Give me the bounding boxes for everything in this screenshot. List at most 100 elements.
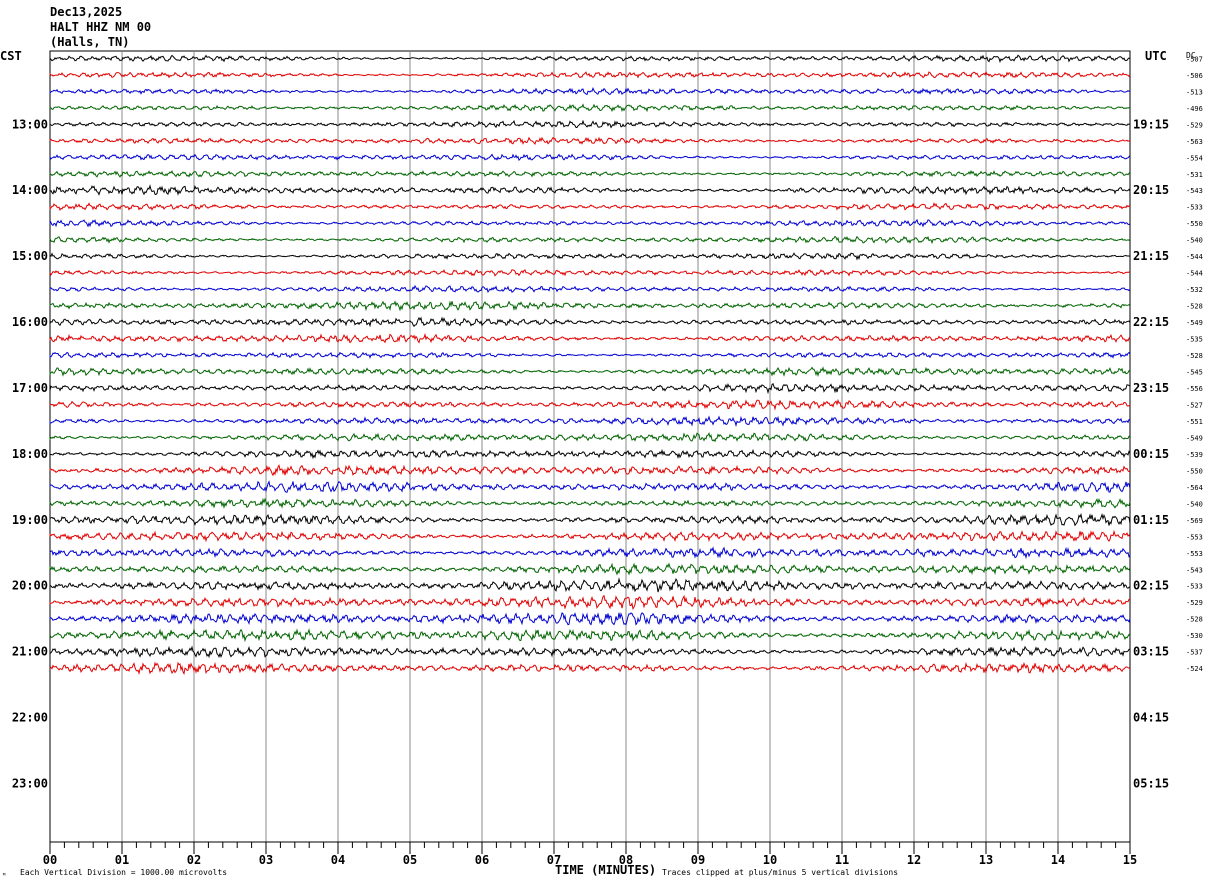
station-code: HALT HHZ NM 00 (50, 20, 151, 34)
x-tick-label: 02 (187, 853, 201, 867)
trace-line (49, 202, 1131, 212)
left-hour-label: 22:00 (12, 711, 48, 725)
right-hour-label: 04:15 (1133, 711, 1169, 725)
left-hour-label: 15:00 (12, 249, 48, 263)
time-gridlines (49, 50, 1131, 843)
trace-line (49, 235, 1131, 245)
dc-offset-label: -535 (1186, 336, 1203, 344)
dc-offset-label: -544 (1186, 253, 1203, 261)
trace-line (49, 332, 1131, 344)
left-hour-label: 16:00 (12, 315, 48, 329)
trace-line (49, 169, 1131, 178)
trace-line (49, 86, 1131, 96)
x-axis-ticks (49, 841, 1131, 854)
x-tick-label: 14 (1051, 853, 1065, 867)
dc-offset-label: -563 (1186, 138, 1203, 146)
corner-mark: ᴹ (2, 872, 6, 880)
trace-line (49, 645, 1130, 659)
x-tick-label: 10 (763, 853, 777, 867)
trace-line (49, 184, 1131, 196)
station-location: (Halls, TN) (50, 35, 129, 49)
dc-offset-label: -530 (1186, 632, 1203, 640)
left-hour-label: 23:00 (12, 776, 48, 790)
right-hour-label: 22:15 (1133, 315, 1169, 329)
dc-offset-label: -549 (1186, 319, 1203, 327)
trace-line (49, 153, 1131, 162)
trace-line (49, 562, 1131, 576)
dc-offset-label: -539 (1186, 451, 1203, 459)
dc-offset-label: -527 (1186, 401, 1203, 409)
x-axis-title: TIME (MINUTES) (555, 863, 656, 877)
right-hour-label: 05:15 (1133, 776, 1169, 790)
trace-line (49, 103, 1131, 113)
trace-line (49, 529, 1131, 543)
left-hour-label: 21:00 (12, 645, 48, 659)
trace-line (49, 448, 1131, 460)
x-tick-label: 07 (547, 853, 561, 867)
left-hour-label: 18:00 (12, 447, 48, 461)
trace-line (49, 119, 1131, 129)
trace-line (49, 628, 1131, 643)
left-timezone-label: CST (0, 49, 22, 63)
dc-offset-label: -528 (1186, 616, 1203, 624)
x-tick-label: 13 (979, 853, 993, 867)
trace-line (49, 284, 1131, 294)
dc-offset-label: -532 (1186, 286, 1203, 294)
x-tick-label: 15 (1123, 853, 1137, 867)
dc-offset-label: -543 (1186, 187, 1203, 195)
dc-offset-label: -564 (1186, 484, 1203, 492)
x-tick-label: 06 (475, 853, 489, 867)
dc-offset-label: -543 (1186, 566, 1203, 574)
trace-line (49, 316, 1131, 328)
dc-offset-label: -507 (1186, 55, 1203, 63)
trace-line (49, 398, 1131, 411)
x-tick-label: 12 (907, 853, 921, 867)
dc-offset-label: -569 (1186, 517, 1203, 525)
right-hour-label: 03:15 (1133, 645, 1169, 659)
trace-line (49, 269, 1131, 277)
right-timezone-label: UTC (1145, 49, 1167, 63)
right-hour-label: 19:15 (1133, 117, 1169, 131)
left-hour-label: 13:00 (12, 117, 48, 131)
x-tick-label: 04 (331, 853, 345, 867)
x-tick-label: 01 (115, 853, 129, 867)
plot-frame (49, 50, 1131, 843)
dc-offset-label: -551 (1186, 418, 1203, 426)
dc-offset-label: -533 (1186, 583, 1203, 591)
left-hour-label: 20:00 (12, 579, 48, 593)
dc-offset-label: -540 (1186, 237, 1203, 245)
trace-line (49, 415, 1131, 428)
right-hour-label: 20:15 (1133, 183, 1169, 197)
dc-offset-label: -528 (1186, 352, 1203, 360)
dc-offset-label: -537 (1186, 649, 1203, 657)
dc-offset-label: -550 (1186, 467, 1203, 475)
dc-offset-label: -529 (1186, 599, 1203, 607)
left-hour-label: 14:00 (12, 183, 48, 197)
dc-offset-label: -506 (1186, 72, 1203, 80)
trace-line (49, 382, 1131, 395)
plot-date: Dec13,2025 (50, 5, 122, 19)
trace-line (49, 218, 1131, 228)
left-hour-label: 17:00 (12, 381, 48, 395)
trace-line (49, 432, 1131, 443)
clip-note: Traces clipped at plus/minus 5 vertical … (662, 868, 898, 877)
trace-line (49, 351, 1131, 359)
dc-offset-label: -553 (1186, 533, 1203, 541)
trace-line (49, 464, 1131, 477)
dc-offset-label: -549 (1186, 434, 1203, 442)
x-tick-label: 03 (259, 853, 273, 867)
trace-line (49, 594, 1131, 611)
dc-offset-label: -528 (1186, 303, 1203, 311)
x-tick-label: 08 (619, 853, 633, 867)
left-hour-label: 19:00 (12, 513, 48, 527)
trace-line (49, 54, 1131, 64)
dc-offset-header: DC (1186, 51, 1196, 60)
trace-line (49, 252, 1131, 261)
trace-line (49, 497, 1131, 510)
dc-offset-label: -524 (1186, 665, 1203, 673)
dc-offset-label: -513 (1186, 88, 1203, 96)
seismic-traces (49, 54, 1131, 676)
trace-line (49, 577, 1131, 593)
dc-offset-label: -544 (1186, 270, 1203, 278)
trace-line (49, 512, 1131, 527)
